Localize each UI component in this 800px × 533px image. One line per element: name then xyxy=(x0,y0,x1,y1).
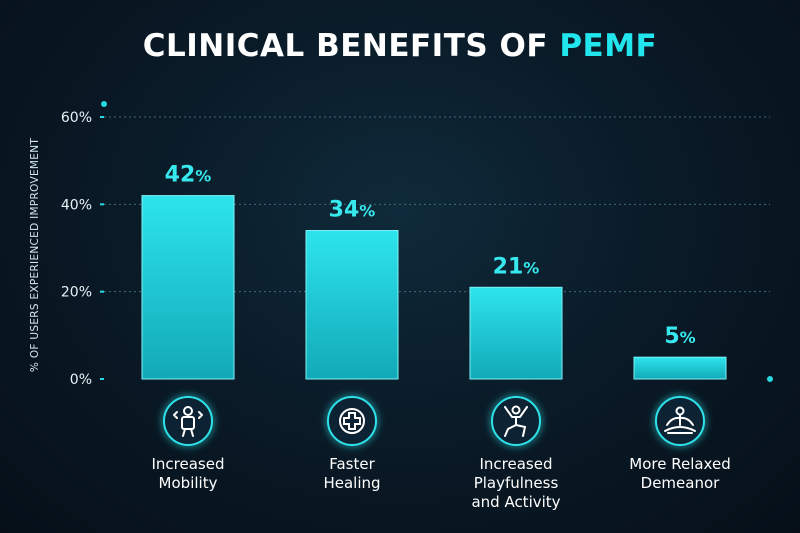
chart-title: CLINICAL BENEFITS OF PEMF xyxy=(0,28,800,64)
x-category-label: More Relaxed Demeanor xyxy=(629,455,731,492)
x-category-label: Increased Playfulness and Activity xyxy=(471,455,561,511)
bar xyxy=(469,286,563,380)
bar-value-label: 34% xyxy=(329,198,376,223)
medical-cross-icon-glyph xyxy=(339,408,365,434)
chart-title-main: CLINICAL BENEFITS OF xyxy=(142,28,549,64)
y-tick-label: 0% xyxy=(70,372,92,388)
mobility-icon xyxy=(163,396,213,446)
bar xyxy=(305,230,399,380)
y-tick-label: 20% xyxy=(61,285,92,301)
bar-value-label: 42% xyxy=(165,163,212,188)
y-tick-label: 40% xyxy=(61,197,92,213)
jumping-figure-icon-glyph xyxy=(504,405,528,437)
medical-cross-icon xyxy=(327,396,377,446)
y-tick-label: 60% xyxy=(61,110,92,126)
x-axis-end-dot xyxy=(767,376,773,382)
x-category-label: Increased Mobility xyxy=(151,455,225,492)
chart-title-accent: PEMF xyxy=(559,28,658,64)
bar xyxy=(141,195,235,380)
bar-value-label: 5% xyxy=(664,324,695,349)
bar-value-label: 21% xyxy=(493,254,540,279)
bar xyxy=(633,356,727,380)
y-axis-end-dot xyxy=(101,101,107,107)
x-category-label: Faster Healing xyxy=(323,455,381,492)
meditation-icon-glyph xyxy=(664,406,696,434)
mobility-icon-glyph xyxy=(173,406,203,437)
